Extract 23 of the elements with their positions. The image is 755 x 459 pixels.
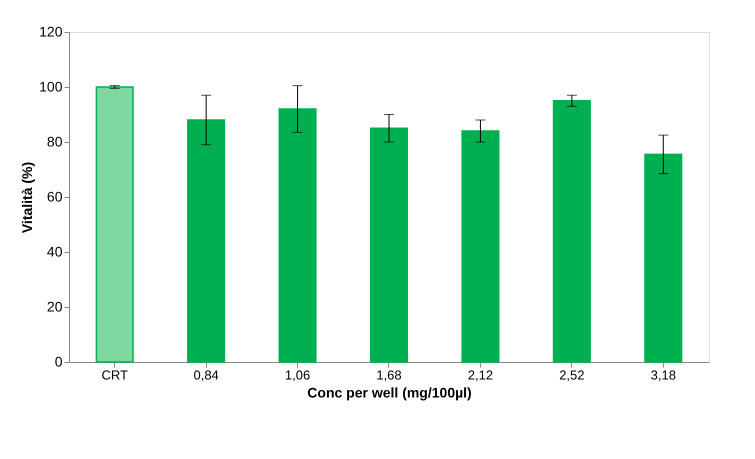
y-tick-label: 20 <box>46 298 63 314</box>
bar <box>552 100 591 363</box>
x-tick-label: 3,18 <box>650 368 676 382</box>
bar <box>278 108 317 363</box>
bar <box>96 86 134 363</box>
x-tick-label: 1,68 <box>376 368 402 382</box>
bar <box>461 130 500 363</box>
x-tick-label: CRT <box>101 368 128 382</box>
x-tick-label: 2,52 <box>559 368 585 382</box>
x-axis-title: Conc per well (mg/100µl) <box>307 384 472 400</box>
bar <box>644 154 682 363</box>
bar <box>187 119 226 363</box>
y-tick-label: 60 <box>46 188 63 204</box>
bar <box>370 128 408 363</box>
y-tick-label: 80 <box>46 134 63 150</box>
x-tick-label: 0,84 <box>193 368 219 382</box>
x-tick-label: 2,12 <box>468 368 494 382</box>
x-tick-label: 1,06 <box>284 368 310 382</box>
y-tick-label: 0 <box>54 354 63 370</box>
y-axis-title: Vitalità (%) <box>19 162 36 234</box>
y-tick-label: 40 <box>46 244 63 260</box>
y-tick-label: 100 <box>39 78 63 94</box>
y-tick-label: 120 <box>39 24 63 40</box>
